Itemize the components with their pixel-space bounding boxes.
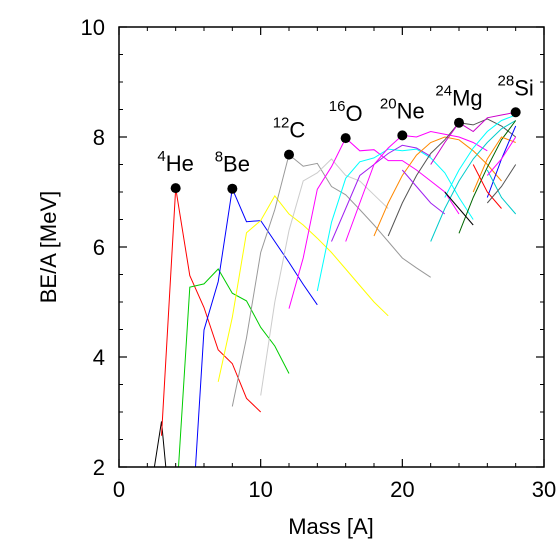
nucleus-marker-si bbox=[510, 107, 521, 118]
series-line-2 bbox=[178, 268, 290, 467]
series-line-9 bbox=[331, 144, 431, 242]
series-line-17 bbox=[430, 111, 516, 165]
nucleus-label-be: 8Be bbox=[215, 149, 250, 177]
series-line-24 bbox=[401, 169, 446, 215]
series-line-4 bbox=[217, 195, 389, 382]
y-tick-label: 2 bbox=[93, 455, 105, 480]
y-axis-title: BE/A [MeV] bbox=[36, 191, 61, 304]
series-line-23 bbox=[486, 164, 517, 204]
series-line-12 bbox=[387, 118, 517, 237]
nucleus-marker-he bbox=[170, 183, 181, 194]
series-line-6 bbox=[260, 158, 389, 396]
series-line-13 bbox=[430, 120, 516, 242]
axes-layer: 0 10 20 30 2 4 6 8 10 bbox=[81, 15, 557, 502]
x-tick-label: 10 bbox=[248, 477, 272, 502]
labels-layer: 4He 8Be 12C 16O 20Ne 24Mg 28Si bbox=[157, 72, 533, 176]
series-line-3 bbox=[195, 186, 318, 467]
nucleus-label-o: 16O bbox=[329, 98, 363, 126]
y-tick-label: 10 bbox=[81, 15, 105, 40]
nucleus-label-c: 12C bbox=[273, 115, 306, 143]
nucleus-marker-ne bbox=[397, 130, 408, 141]
series-line-5 bbox=[231, 153, 431, 407]
y-tick-label: 4 bbox=[93, 345, 105, 370]
nucleus-marker-mg bbox=[454, 117, 464, 128]
nucleus-label-ne: 20Ne bbox=[380, 95, 425, 123]
x-tick-label: 30 bbox=[532, 477, 556, 502]
series-line-0 bbox=[153, 421, 167, 467]
x-tick-label: 20 bbox=[390, 477, 414, 502]
nucleus-label-he: 4He bbox=[157, 148, 193, 176]
y-tick-label: 8 bbox=[93, 125, 105, 150]
series-line-16 bbox=[472, 136, 516, 193]
x-tick-label: 0 bbox=[113, 477, 125, 502]
y-tick-label: 6 bbox=[93, 235, 105, 260]
series-line-15 bbox=[458, 120, 517, 234]
nucleus-label-mg: 24Mg bbox=[435, 83, 482, 111]
nucleus-marker-c bbox=[284, 149, 294, 160]
series-line-22 bbox=[486, 136, 517, 176]
x-axis-title: Mass [A] bbox=[288, 514, 374, 539]
nucleus-marker-o bbox=[340, 133, 351, 144]
nucleus-marker-be bbox=[227, 183, 238, 194]
series-line-7 bbox=[288, 137, 460, 309]
markers-layer bbox=[170, 107, 521, 194]
nucleus-label-si: 28Si bbox=[498, 72, 534, 100]
plot-area bbox=[119, 27, 544, 467]
series-line-21 bbox=[444, 191, 474, 226]
series-line-19 bbox=[486, 169, 517, 215]
series-line-20 bbox=[472, 164, 502, 209]
series-line-14 bbox=[444, 114, 516, 198]
series-layer bbox=[153, 111, 517, 467]
series-line-10 bbox=[373, 136, 502, 237]
series-line-11 bbox=[345, 130, 488, 242]
series-line-1 bbox=[161, 188, 262, 436]
